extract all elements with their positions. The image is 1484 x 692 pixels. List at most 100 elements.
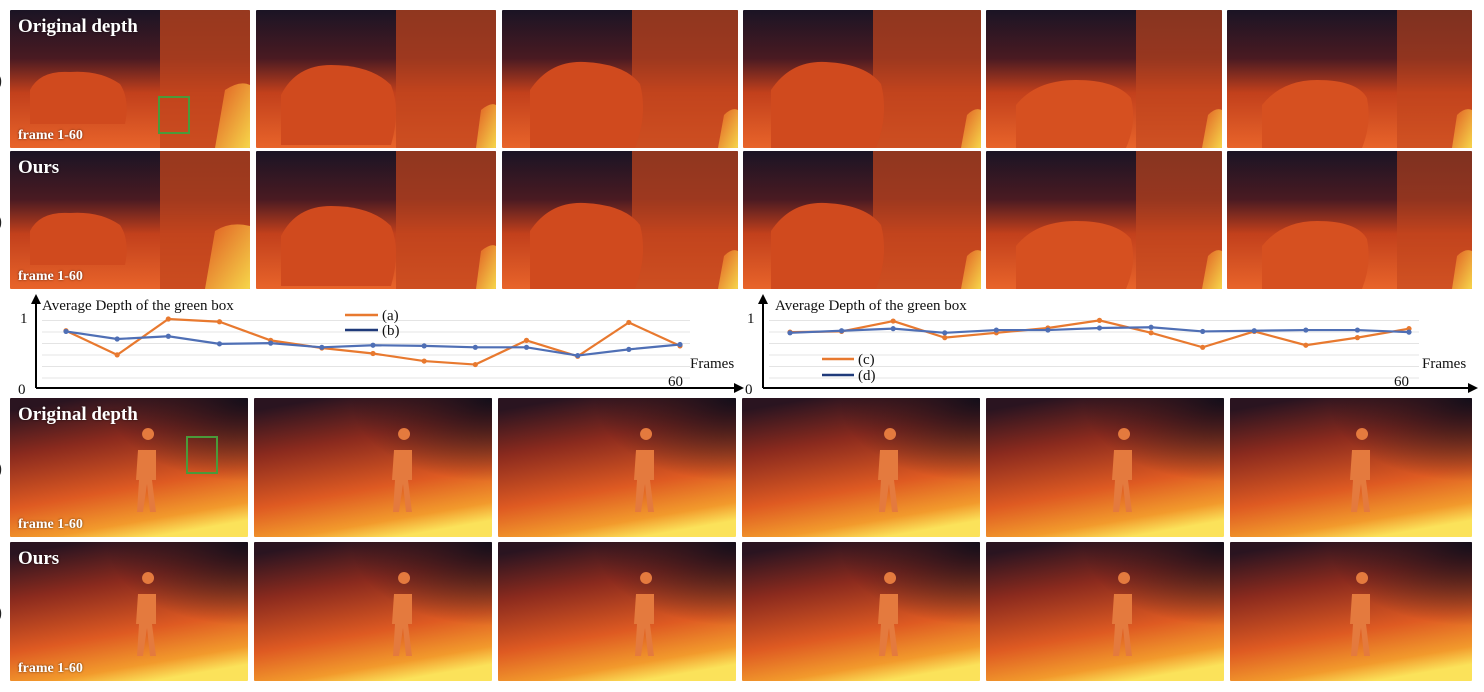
data-point	[421, 358, 427, 364]
row-label: Ours	[18, 548, 60, 569]
depth-frame: Ours frame 1-60	[10, 542, 248, 681]
data-point	[1354, 335, 1361, 341]
x-axis-label: Frames	[1422, 356, 1466, 372]
walker-depth-image	[498, 542, 736, 681]
bear-depth-image	[256, 10, 496, 148]
bear-depth-image	[502, 151, 738, 289]
y-tick-label: 0	[745, 382, 753, 398]
depth-chart-right: Average Depth of the green box 1 0 Frames 60…	[742, 294, 1484, 400]
depth-frame	[256, 10, 496, 148]
green-box	[158, 96, 190, 134]
bottom-ours-row: ) Ours frame 1-60	[0, 542, 1484, 681]
depth-frame: Original depth frame 1-60	[10, 398, 248, 537]
data-point	[787, 330, 793, 336]
x-axis-arrow	[734, 383, 744, 393]
walker-depth-image	[1230, 398, 1472, 537]
depth-frame	[986, 542, 1224, 681]
frame-range-label: frame 1-60	[18, 269, 83, 284]
row-side-mark: )	[0, 70, 2, 91]
depth-frame	[986, 10, 1222, 148]
x-axis-arrow	[1468, 383, 1478, 393]
data-point	[1200, 328, 1206, 335]
top-ours-row: ) Ours frame 1-60	[0, 151, 1484, 289]
data-point	[993, 327, 999, 333]
data-point	[268, 340, 274, 346]
x-tick-label: 60	[1394, 374, 1409, 390]
chart-title: Average Depth of the green box	[42, 298, 234, 314]
data-point	[1045, 327, 1051, 333]
row-side-mark: )	[0, 211, 2, 232]
legend-label: (a)	[382, 308, 399, 324]
bear-depth-image	[986, 10, 1222, 148]
bear-depth-image	[1227, 151, 1472, 289]
walker-depth-image	[986, 542, 1224, 681]
y-tick-label: 1	[747, 311, 755, 327]
data-point	[421, 343, 427, 349]
legend-label: (d)	[858, 368, 876, 384]
data-point	[319, 344, 325, 350]
depth-frame	[256, 151, 496, 289]
data-point	[370, 350, 376, 357]
walker-depth-image	[254, 542, 492, 681]
data-point	[165, 333, 171, 339]
data-point	[1200, 344, 1206, 350]
data-point	[472, 361, 478, 368]
row-side-mark: )	[0, 602, 2, 623]
row-side-mark: )	[0, 458, 2, 479]
depth-frame	[743, 151, 981, 289]
depth-frame	[254, 398, 492, 537]
data-point	[472, 344, 478, 350]
data-point	[626, 319, 632, 326]
data-point	[1148, 324, 1154, 330]
bear-depth-image	[1227, 10, 1472, 148]
bear-depth-image	[10, 151, 250, 289]
row-label: Ours	[18, 157, 60, 178]
depth-frame	[498, 542, 736, 681]
data-point	[890, 326, 896, 332]
data-point	[216, 319, 223, 325]
data-point	[1096, 325, 1103, 331]
legend-label: (c)	[858, 352, 875, 368]
data-point	[838, 328, 845, 334]
walker-depth-image	[10, 542, 248, 681]
walker-depth-image	[742, 542, 980, 681]
depth-frame	[1230, 542, 1472, 681]
walker-depth-image	[498, 398, 736, 537]
bottom-original-row: ) Original depth frame 1-60	[0, 398, 1484, 537]
data-point	[677, 341, 683, 348]
depth-frame	[502, 10, 738, 148]
depth-frame	[1227, 10, 1472, 148]
data-point	[114, 336, 120, 342]
frame-range-label: frame 1-60	[18, 128, 83, 143]
top-original-row: ) Original depth frame 1-60	[0, 10, 1484, 148]
frame-range-label: frame 1-60	[18, 517, 83, 532]
bear-depth-image	[502, 10, 738, 148]
data-point	[1354, 327, 1361, 333]
data-point	[216, 341, 223, 347]
data-point	[1303, 327, 1309, 333]
depth-frame	[1230, 398, 1472, 537]
data-point	[1406, 329, 1412, 335]
data-point	[523, 337, 530, 343]
walker-depth-image	[10, 398, 248, 537]
bear-depth-image	[743, 10, 981, 148]
line-chart: Average Depth of the green box 1 0 Frames 60…	[18, 294, 744, 398]
depth-frame	[498, 398, 736, 537]
line-chart: Average Depth of the green box 1 0 Frames 60…	[745, 294, 1478, 398]
depth-frame	[254, 542, 492, 681]
depth-frame	[986, 398, 1224, 537]
data-point	[1303, 342, 1309, 348]
depth-frame	[742, 542, 980, 681]
data-point	[942, 335, 948, 341]
chart-title: Average Depth of the green box	[775, 298, 967, 314]
depth-frame: Original depth frame 1-60	[10, 10, 250, 148]
x-axis-label: Frames	[690, 356, 734, 372]
data-point	[63, 328, 69, 335]
depth-frame	[743, 10, 981, 148]
depth-frame: Ours frame 1-60	[10, 151, 250, 289]
bear-depth-image	[10, 10, 250, 148]
walker-depth-image	[254, 398, 492, 537]
bear-depth-image	[986, 151, 1222, 289]
depth-frame	[502, 151, 738, 289]
walker-depth-image	[742, 398, 980, 537]
